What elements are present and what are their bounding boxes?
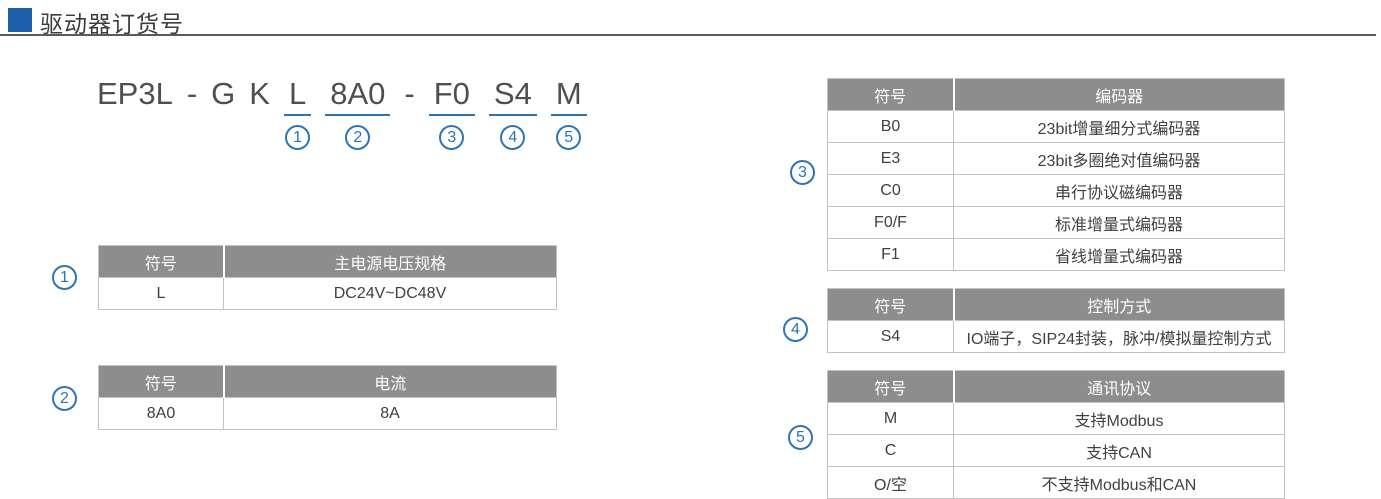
column-header-current: 电流: [222, 365, 557, 398]
circled-number-icon: 2: [345, 124, 371, 150]
value-cell: 支持Modbus: [953, 402, 1285, 435]
control-mode-table: 符号 控制方式 S4 IO端子，SIP24封装，脉冲/模拟量控制方式: [827, 288, 1285, 353]
column-header-control: 控制方式: [952, 288, 1285, 321]
table-row: 8A0 8A: [98, 397, 557, 430]
value-cell: 支持CAN: [953, 434, 1285, 467]
column-header-encoder: 编码器: [952, 78, 1285, 111]
column-header-symbol: 符号: [827, 288, 954, 321]
value-cell: 串行协议磁编码器: [953, 174, 1285, 207]
table-header-row: 符号 通讯协议: [827, 370, 1285, 403]
value-cell: 不支持Modbus和CAN: [953, 466, 1285, 499]
table-row: M 支持Modbus: [827, 402, 1285, 435]
table-row: L DC24V~DC48V: [98, 277, 557, 310]
column-header-symbol: 符号: [98, 365, 224, 398]
circled-number-icon: 1: [52, 265, 77, 290]
table-row: C 支持CAN: [827, 434, 1285, 467]
table-header-row: 符号 控制方式: [827, 288, 1285, 321]
model-code: 8A0: [325, 76, 391, 116]
encoder-table: 符号 编码器 B0 23bit增量细分式编码器 E3 23bit多圈绝对值编码器…: [827, 78, 1285, 271]
section-marker-icon: [8, 8, 32, 32]
column-header-symbol: 符号: [98, 245, 224, 278]
page-title: 驱动器订货号: [40, 11, 184, 37]
model-token-dash: -: [404, 76, 415, 111]
table-row: C0 串行协议磁编码器: [827, 174, 1285, 207]
model-token-marked: 8A0 2: [325, 76, 391, 150]
table-header-row: 符号 编码器: [827, 78, 1285, 111]
value-cell: 23bit增量细分式编码器: [953, 110, 1285, 143]
symbol-cell: M: [827, 402, 954, 435]
table-row: O/空 不支持Modbus和CAN: [827, 466, 1285, 499]
value-cell: 8A: [223, 397, 557, 430]
circled-number-icon: 3: [790, 160, 815, 185]
voltage-table: 符号 主电源电压规格 L DC24V~DC48V: [98, 245, 557, 310]
column-header-protocol: 通讯协议: [952, 370, 1285, 403]
model-token-marked: L 1: [283, 76, 312, 150]
circled-number-icon: 5: [556, 124, 582, 150]
model-token: G: [211, 76, 236, 111]
model-token: K: [249, 76, 270, 111]
column-header-symbol: 符号: [827, 78, 954, 111]
value-cell: 23bit多圈绝对值编码器: [953, 142, 1285, 175]
title-divider: [0, 34, 1376, 36]
table-header-row: 符号 主电源电压规格: [98, 245, 557, 278]
symbol-cell: L: [98, 277, 224, 310]
circled-number-icon: 4: [783, 317, 808, 342]
column-header-symbol: 符号: [827, 370, 954, 403]
value-cell: DC24V~DC48V: [223, 277, 557, 310]
value-cell: IO端子，SIP24封装，脉冲/模拟量控制方式: [953, 320, 1285, 353]
table-row: F0/F 标准增量式编码器: [827, 206, 1285, 239]
table-row: S4 IO端子，SIP24封装，脉冲/模拟量控制方式: [827, 320, 1285, 353]
table-header-row: 符号 电流: [98, 365, 557, 398]
circled-number-icon: 4: [500, 124, 526, 150]
column-header-voltage: 主电源电压规格: [222, 245, 557, 278]
symbol-cell: C0: [827, 174, 954, 207]
model-code: F0: [428, 76, 475, 116]
symbol-cell: C: [827, 434, 954, 467]
model-code: L: [283, 76, 312, 116]
circled-number-icon: 5: [788, 425, 813, 450]
symbol-cell: O/空: [827, 466, 954, 499]
symbol-cell: S4: [827, 320, 954, 353]
table-row: E3 23bit多圈绝对值编码器: [827, 142, 1285, 175]
model-code: M: [550, 76, 587, 116]
circled-number-icon: 3: [439, 124, 465, 150]
model-token-marked: M 5: [550, 76, 587, 150]
symbol-cell: 8A0: [98, 397, 224, 430]
model-token: EP3L: [97, 76, 173, 111]
value-cell: 标准增量式编码器: [953, 206, 1285, 239]
model-token-marked: F0 3: [428, 76, 475, 150]
circled-number-icon: 2: [52, 386, 77, 411]
table-row: B0 23bit增量细分式编码器: [827, 110, 1285, 143]
table-row: F1 省线增量式编码器: [827, 238, 1285, 271]
model-code: S4: [488, 76, 537, 116]
protocol-table: 符号 通讯协议 M 支持Modbus C 支持CAN O/空 不支持Modbus…: [827, 370, 1285, 499]
symbol-cell: E3: [827, 142, 954, 175]
current-table: 符号 电流 8A0 8A: [98, 365, 557, 430]
model-token-marked: S4 4: [488, 76, 537, 150]
value-cell: 省线增量式编码器: [953, 238, 1285, 271]
model-number: EP3L - G K L 1 8A0 2 - F0 3 S4 4 M 5: [97, 76, 587, 150]
symbol-cell: F1: [827, 238, 954, 271]
symbol-cell: B0: [827, 110, 954, 143]
model-token-dash: -: [186, 76, 198, 111]
symbol-cell: F0/F: [827, 206, 954, 239]
circled-number-icon: 1: [285, 124, 311, 150]
